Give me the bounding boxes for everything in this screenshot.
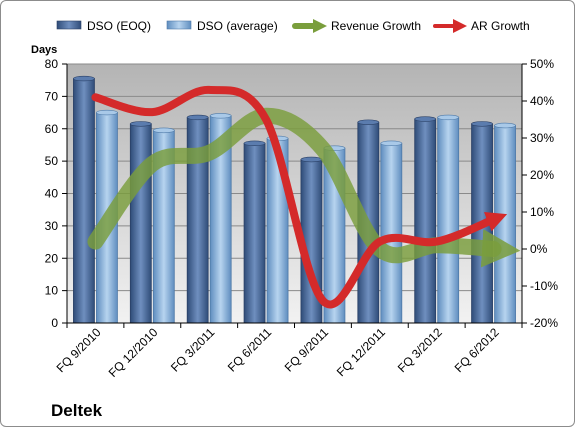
y-right-tick-label-7: 50%: [530, 57, 554, 71]
x-tick-label-0: FQ 9/2010: [54, 325, 104, 375]
axes: [62, 63, 527, 328]
bar-dso-average--6: [437, 114, 460, 324]
bar-dso-eoq--2: [186, 114, 209, 324]
line-ar-growth: [91, 85, 508, 309]
bar-body: [380, 142, 403, 324]
bar-body: [437, 117, 460, 324]
legend-label: Revenue Growth: [331, 19, 421, 33]
y-left-tick-label-2: 20: [45, 251, 59, 265]
bar-cap: [186, 114, 209, 121]
legend-item-dso-eoq-: DSO (EOQ): [56, 19, 151, 33]
line-revenue-growth: [87, 107, 521, 268]
legend-arrow-icon: [453, 19, 467, 33]
line-series: [87, 85, 521, 309]
y-left-tick-label-3: 30: [45, 219, 59, 233]
y-left-tick-label-1: 10: [45, 284, 59, 298]
bar-body: [73, 78, 95, 324]
y-left-axis-title: Days: [31, 44, 57, 56]
bar-body: [494, 125, 516, 324]
legend-item-dso-average-: DSO (average): [166, 19, 278, 33]
bar-cap: [209, 113, 232, 119]
y-right-tick-label-4: 20%: [530, 168, 554, 182]
y-right-tick-label-0: -20%: [530, 316, 558, 330]
x-tick-label-3: FQ 6/2011: [225, 325, 275, 375]
bar-dso-eoq--0: [73, 75, 95, 324]
bar-dso-average--1: [152, 127, 175, 324]
y-right-tick-label-6: 40%: [530, 94, 554, 108]
bar-cap: [96, 109, 118, 116]
legend-swatch: [56, 20, 82, 30]
x-tick-label-2: FQ 3/2011: [168, 325, 218, 375]
y-left-tick-label-4: 40: [45, 187, 59, 201]
bar-body: [129, 123, 152, 324]
legend-item-ar-growth: AR Growth: [433, 19, 530, 33]
legend-item-revenue-growth: Revenue Growth: [292, 19, 421, 33]
bar-cap: [471, 121, 493, 127]
bar-cap: [153, 127, 175, 134]
x-tick-label-7: FQ 6/2012: [452, 325, 502, 375]
legend: DSO (EOQ) DSO (average) Revenue Growth AR G…: [56, 19, 530, 33]
bar-cap: [130, 121, 152, 127]
bar-cap: [357, 119, 380, 125]
legend-arrow-icon: [313, 19, 327, 33]
legend-label: DSO (EOQ): [87, 19, 151, 33]
bar-cap: [437, 114, 459, 121]
bar-cap: [73, 75, 95, 82]
bar-dso-average--7: [494, 122, 516, 324]
legend-swatch: [166, 20, 192, 30]
x-tick-labels: FQ 9/2010 FQ 12/2010 FQ 3/2011 FQ 6/2011 FQ …: [54, 325, 502, 380]
legend-label: AR Growth: [471, 19, 530, 33]
y-right-tick-labels: -20% -10% 0% 10% 20% 30% 40% 50%: [530, 57, 558, 330]
bar-cap: [414, 116, 436, 122]
bar-cap: [300, 156, 323, 163]
brand-label: Deltek: [51, 401, 103, 420]
y-right-tick-label-5: 30%: [530, 131, 554, 145]
x-tick-label-4: FQ 9/2011: [282, 325, 332, 375]
bar-dso-eoq--1: [129, 121, 152, 324]
bar-cap: [380, 140, 403, 147]
bar-cap: [494, 122, 516, 129]
y-left-tick-label-7: 70: [45, 89, 59, 103]
bar-dso-average--5: [380, 140, 403, 324]
x-tick-label-1: FQ 12/2010: [106, 325, 161, 380]
bar-dso-eoq--3: [243, 140, 266, 324]
legend-label: DSO (average): [197, 19, 278, 33]
y-left-tick-label-8: 80: [45, 57, 59, 71]
bar-body: [414, 118, 437, 324]
y-left-tick-labels: 0 10 20 30 40 50 60 70 80: [45, 57, 59, 330]
y-right-tick-label-1: -10%: [530, 279, 558, 293]
x-tick-label-6: FQ 3/2012: [395, 325, 445, 375]
y-left-tick-label-5: 50: [45, 154, 59, 168]
bar-dso-average--2: [209, 113, 232, 324]
y-right-tick-label-3: 10%: [530, 205, 554, 219]
bar-cap: [243, 140, 266, 147]
bar-body: [243, 142, 266, 324]
y-left-tick-label-6: 60: [45, 122, 59, 136]
x-tick-label-5: FQ 12/2011: [334, 325, 388, 379]
y-right-tick-label-2: 0%: [530, 242, 548, 256]
bar-dso-eoq--6: [414, 116, 437, 324]
y-left-tick-label-0: 0: [51, 316, 58, 330]
